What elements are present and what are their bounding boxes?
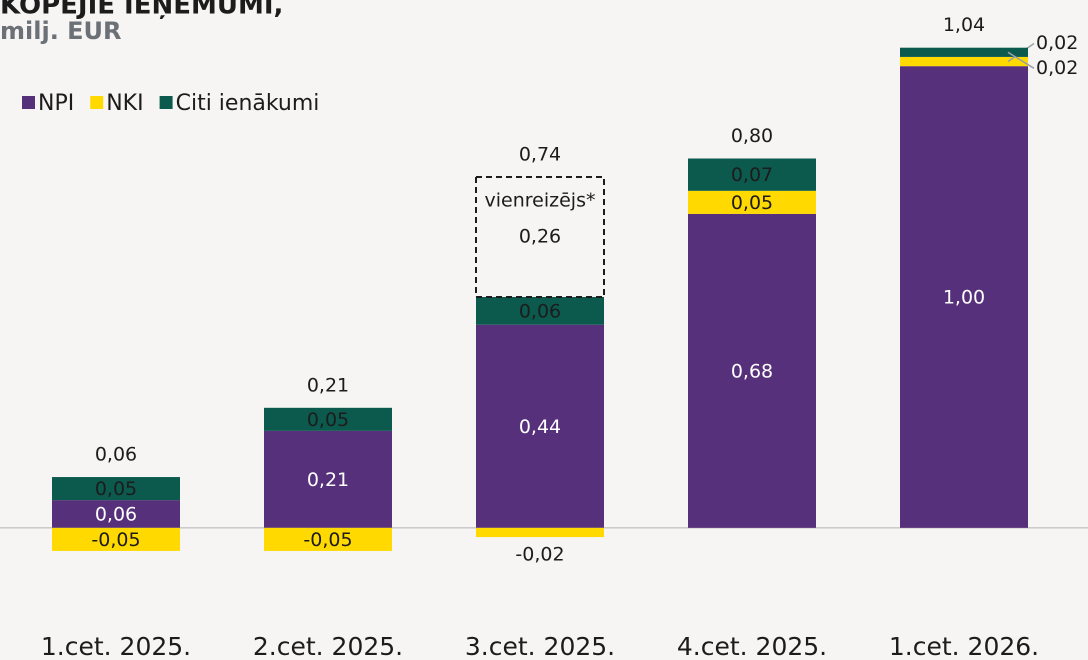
bar-segment (52, 477, 180, 501)
data-label: 0,06 (519, 300, 561, 322)
one-off-label: vienreizējs* (485, 189, 596, 211)
total-label: 0,21 (307, 374, 349, 396)
legend-swatch (22, 96, 35, 109)
total-label: 0,80 (731, 125, 773, 147)
bar-segment (476, 324, 604, 528)
x-tick-label: 1.cet. 2026. (889, 632, 1039, 660)
bar-segment (476, 527, 604, 538)
data-label: -0,05 (91, 529, 140, 551)
data-label: 0,06 (95, 503, 137, 525)
data-label: 0,21 (307, 469, 349, 491)
total-label: 0,06 (95, 444, 137, 466)
data-label: 0,02 (1036, 57, 1078, 79)
bar-segment (264, 430, 392, 528)
bar-segment (688, 158, 816, 191)
data-label: -0,02 (515, 544, 564, 566)
data-label: 0,07 (731, 164, 773, 186)
bar-segment (264, 407, 392, 431)
data-label: 0,26 (519, 225, 561, 247)
total-label: 0,74 (519, 143, 561, 165)
total-label: 1,04 (943, 14, 985, 36)
x-tick-label: 3.cet. 2025. (465, 632, 615, 660)
data-label: 1,00 (943, 287, 985, 309)
one-off-segment (475, 175, 605, 298)
chart-subtitle: milj. EUR (0, 17, 122, 45)
chart-title: KOPĒJIE IEŅĒMUMI, (0, 0, 283, 21)
bar-segment (52, 500, 180, 528)
legend-swatch (90, 96, 104, 109)
legend-label: Citi ienākumi (176, 91, 320, 116)
bar-segment (52, 527, 180, 551)
bar-segment (264, 527, 392, 551)
data-label: 0,68 (731, 360, 773, 382)
data-label: 0,05 (731, 192, 773, 214)
data-label: -0,05 (303, 529, 352, 551)
legend-label: NKI (106, 91, 143, 116)
bar-segment (900, 47, 1028, 57)
bar-segment (476, 297, 604, 325)
bar-segment (688, 190, 816, 214)
bar-segment (688, 213, 816, 528)
bar-segment (900, 66, 1028, 528)
x-tick-label: 4.cet. 2025. (677, 632, 827, 660)
bar-segment (900, 56, 1028, 67)
legend-label: NPI (38, 91, 74, 116)
legend-swatch (159, 96, 173, 109)
data-label: 0,05 (307, 409, 349, 431)
x-tick-label: 2.cet. 2025. (253, 632, 403, 660)
data-label: 0,44 (519, 416, 561, 438)
leader-line (1007, 51, 1035, 69)
legend: NPI NKI Citi ienākumi (22, 91, 319, 116)
data-label: 0,02 (1036, 32, 1078, 54)
data-label: 0,05 (95, 478, 137, 500)
x-tick-label: 1.cet. 2025. (41, 632, 191, 660)
